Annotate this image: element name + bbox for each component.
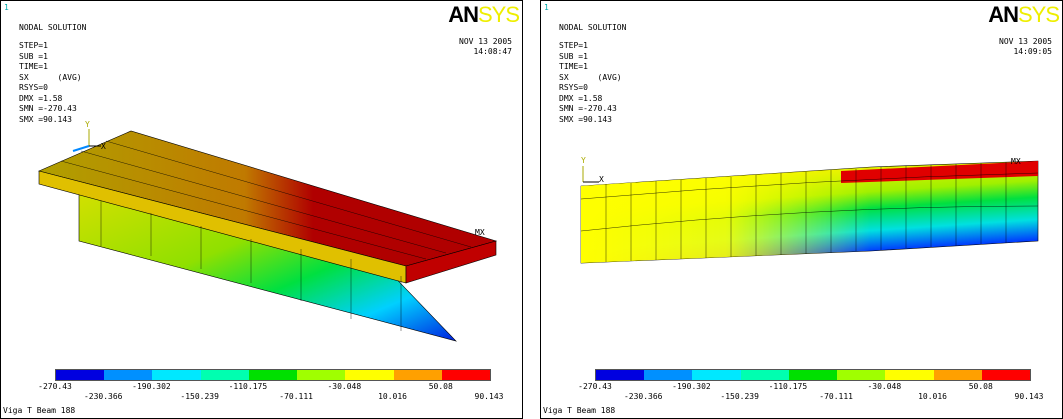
color-band xyxy=(442,370,490,380)
info-line: RSYS=0 xyxy=(19,83,48,93)
color-band xyxy=(885,370,933,380)
color-band xyxy=(692,370,740,380)
legend-label: -110.175 xyxy=(769,382,808,392)
date: NOV 13 2005 xyxy=(999,37,1052,47)
axis-y: Y xyxy=(85,120,90,129)
time: 14:09:05 xyxy=(1013,47,1052,57)
legend-label: -110.175 xyxy=(229,382,268,392)
info-line: SMN =-270.43 xyxy=(19,104,77,114)
legend-label: -30.048 xyxy=(327,382,361,392)
color-band xyxy=(982,370,1030,380)
info-line: SMX =90.143 xyxy=(19,115,72,125)
info-line: STEP=1 xyxy=(559,41,588,51)
color-band xyxy=(297,370,345,380)
info-line: DMX =1.58 xyxy=(559,94,602,104)
axis-x: X xyxy=(101,142,106,151)
legend-label: 10.016 xyxy=(918,392,947,402)
logo: ANSYS xyxy=(988,2,1059,28)
page: {"panels": [ {"window_number": "1", "tit… xyxy=(0,0,1063,419)
legend-label: -30.048 xyxy=(867,382,901,392)
color-band xyxy=(249,370,297,380)
logo-part: AN xyxy=(448,2,478,27)
color-band xyxy=(152,370,200,380)
logo-part: SYS xyxy=(478,2,519,27)
legend-label: -190.302 xyxy=(672,382,711,392)
time: 14:08:47 xyxy=(473,47,512,57)
legend-label: -190.302 xyxy=(132,382,171,392)
color-band xyxy=(201,370,249,380)
plot-title: NODAL SOLUTION xyxy=(559,23,626,33)
legend-label: 50.08 xyxy=(429,382,453,392)
legend-label: 50.08 xyxy=(969,382,993,392)
info-line: SMX =90.143 xyxy=(559,115,612,125)
color-band xyxy=(345,370,393,380)
color-band xyxy=(789,370,837,380)
footer: Viga T Beam 188 xyxy=(543,406,615,416)
color-band xyxy=(596,370,644,380)
color-band xyxy=(934,370,982,380)
color-band xyxy=(741,370,789,380)
info-line: SMN =-270.43 xyxy=(559,104,617,114)
legend-label: -230.366 xyxy=(624,392,663,402)
axis-y: Y xyxy=(581,156,586,165)
color-bar xyxy=(595,369,1031,381)
beam-plot: Y X MX xyxy=(1,1,522,418)
axis-x: X xyxy=(599,175,604,184)
legend-label: -270.43 xyxy=(578,382,612,392)
window-number: 1 xyxy=(544,3,549,13)
legend-label: -150.239 xyxy=(720,392,759,402)
legend-label: -70.111 xyxy=(279,392,313,402)
max-label: MX xyxy=(475,228,485,237)
info-line: TIME=1 xyxy=(19,62,48,72)
info-line: RSYS=0 xyxy=(559,83,588,93)
legend-label: 90.143 xyxy=(1015,392,1044,402)
info-line: SUB =1 xyxy=(559,52,588,62)
beam-plot: Y X MX xyxy=(541,1,1062,418)
color-band xyxy=(56,370,104,380)
info-line: SX (AVG) xyxy=(559,73,622,83)
logo: ANSYS xyxy=(448,2,519,28)
logo-part: SYS xyxy=(1018,2,1059,27)
date: NOV 13 2005 xyxy=(459,37,512,47)
max-label: MX xyxy=(1011,157,1021,166)
color-band xyxy=(837,370,885,380)
legend-label: -150.239 xyxy=(180,392,219,402)
plot-title: NODAL SOLUTION xyxy=(19,23,86,33)
legend-label: 90.143 xyxy=(475,392,504,402)
color-band xyxy=(394,370,442,380)
info-line: SUB =1 xyxy=(19,52,48,62)
legend-label: 10.016 xyxy=(378,392,407,402)
logo-part: AN xyxy=(988,2,1018,27)
footer: Viga T Beam 188 xyxy=(3,406,75,416)
info-line: STEP=1 xyxy=(19,41,48,51)
legend-label: -70.111 xyxy=(819,392,853,402)
info-line: DMX =1.58 xyxy=(19,94,62,104)
legend-label: -230.366 xyxy=(84,392,123,402)
color-band xyxy=(104,370,152,380)
color-band xyxy=(644,370,692,380)
info-line: SX (AVG) xyxy=(19,73,82,83)
window-number: 1 xyxy=(4,3,9,13)
color-bar xyxy=(55,369,491,381)
info-line: TIME=1 xyxy=(559,62,588,72)
legend-label: -270.43 xyxy=(38,382,72,392)
